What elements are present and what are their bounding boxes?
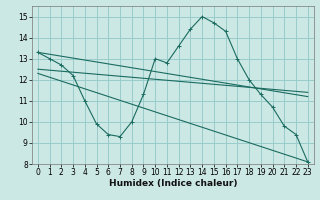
X-axis label: Humidex (Indice chaleur): Humidex (Indice chaleur) (108, 179, 237, 188)
